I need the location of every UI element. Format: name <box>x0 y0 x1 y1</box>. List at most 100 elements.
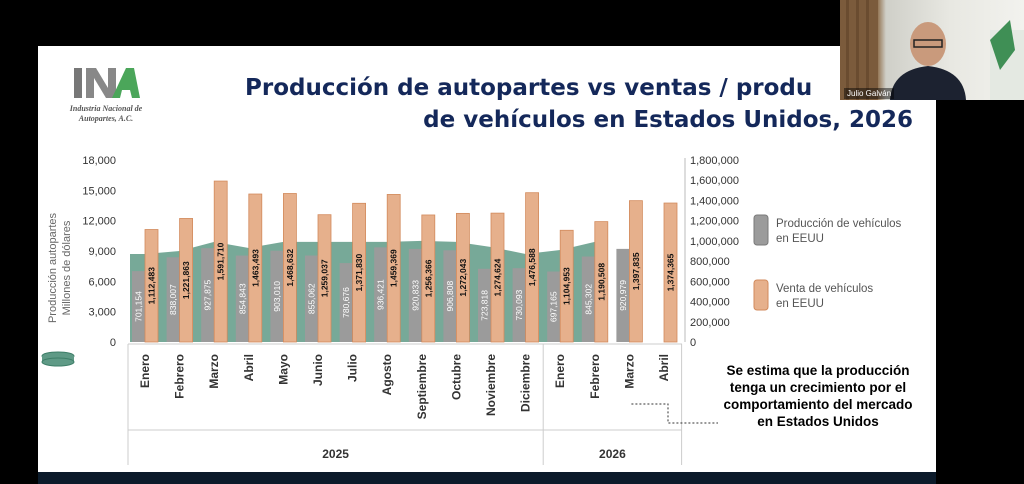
bar-ventas <box>144 229 159 343</box>
bar-produccion <box>512 268 526 342</box>
bar-produccion <box>581 256 595 342</box>
data-label-ventas: 1,104,953 <box>562 267 572 305</box>
right-axis-tick-label: 1,600,000 <box>690 175 739 187</box>
bar-ventas <box>179 218 194 343</box>
group-label: 2026 <box>599 447 626 461</box>
data-label-produccion: 920,979 <box>618 280 628 311</box>
data-label-ventas: 1,259,037 <box>320 259 330 297</box>
bar-produccion <box>478 268 491 342</box>
right-axis-tick-label: 800,000 <box>690 256 730 268</box>
ina-logo <box>74 68 140 98</box>
data-label-ventas: 1,256,366 <box>423 259 433 297</box>
data-label-ventas: 1,476,588 <box>527 248 537 286</box>
title-line-2: de vehículos en Estados Unidos, 2026 <box>423 107 913 133</box>
bar-produccion <box>339 263 353 342</box>
bar-produccion <box>132 271 145 342</box>
right-axis-tick-label: 1,000,000 <box>690 236 739 248</box>
data-label-produccion: 838,007 <box>168 284 178 315</box>
legend-swatch <box>753 279 769 311</box>
group-label: 2025 <box>322 447 349 461</box>
right-axis-tick-label: 1,200,000 <box>690 216 739 228</box>
bar-ventas <box>213 180 228 343</box>
participant-name: Julio Galván <box>844 88 895 99</box>
data-label-ventas: 1,190,508 <box>596 263 606 301</box>
bar-ventas <box>559 229 574 343</box>
category-label: Junio <box>311 354 325 386</box>
category-label: Febrero <box>173 354 187 399</box>
data-label-ventas: 1,468,632 <box>285 249 295 287</box>
data-label-ventas: 1,112,483 <box>147 267 157 305</box>
data-label-ventas: 1,591,710 <box>216 242 226 280</box>
category-label: Mayo <box>276 354 290 385</box>
data-label-produccion: 723,818 <box>480 290 490 321</box>
legend-label-line2: en EEUU <box>776 233 824 245</box>
legend-label-line1: Venta de vehículos <box>776 283 873 295</box>
data-label-produccion: 906,808 <box>445 281 455 312</box>
category-label: Diciembre <box>519 354 533 412</box>
category-label: Julio <box>346 354 360 382</box>
category-label: Agosto <box>380 354 394 395</box>
category-label: Enero <box>553 354 567 388</box>
category-label: Octubre <box>449 354 463 400</box>
left-axis-tick-label: 15,000 <box>82 185 116 197</box>
left-axis-tick-label: 0 <box>110 337 116 349</box>
data-label-produccion: 927,875 <box>203 279 213 310</box>
bar-ventas <box>594 221 609 343</box>
legend-label-line1: Producción de vehículos <box>776 218 902 230</box>
bar-ventas <box>282 193 297 343</box>
category-label: Abril <box>657 354 671 381</box>
data-label-ventas: 1,459,369 <box>389 249 399 287</box>
category-label: Enero <box>138 354 152 388</box>
data-label-ventas: 1,374,365 <box>666 253 676 291</box>
left-axis-tick-label: 9,000 <box>88 246 116 258</box>
data-label-ventas: 1,272,043 <box>458 259 468 297</box>
data-label-produccion: 936,421 <box>376 279 386 310</box>
data-label-ventas: 1,371,830 <box>354 253 364 291</box>
right-axis-tick-label: 1,800,000 <box>690 155 739 167</box>
left-axis-tick-label: 6,000 <box>88 276 116 288</box>
forecast-note: Se estima que la producción tenga un cre… <box>723 363 913 429</box>
category-label: Septiembre <box>415 354 429 420</box>
legend-label-line2: en EEUU <box>776 298 824 310</box>
video-thumbnail[interactable] <box>840 0 1024 100</box>
slide-bottom-bar <box>38 472 936 484</box>
data-label-ventas: 1,274,624 <box>493 258 503 296</box>
data-label-ventas: 1,397,835 <box>631 252 641 290</box>
right-axis-tick-label: 1,400,000 <box>690 195 739 207</box>
left-axis-label-line1: Producción autopartes <box>47 212 59 323</box>
bar-ventas <box>629 200 643 343</box>
right-axis-tick-label: 0 <box>690 337 696 349</box>
bar-produccion <box>201 248 215 342</box>
category-label: Marzo <box>207 354 221 389</box>
bar-produccion <box>374 247 388 342</box>
logo-text: Industria Nacional de Autopartes, A.C. <box>69 104 143 123</box>
category-label: Abril <box>242 354 256 381</box>
data-label-produccion: 730,093 <box>514 289 524 320</box>
category-label: Marzo <box>622 354 636 389</box>
bar-ventas <box>248 193 263 343</box>
right-axis-tick-label: 400,000 <box>690 297 730 309</box>
category-label: Noviembre <box>484 354 498 416</box>
data-label-ventas: 1,463,493 <box>250 249 260 287</box>
bar-produccion <box>235 255 249 342</box>
bar-ventas <box>317 214 332 343</box>
bar-produccion <box>270 250 284 342</box>
data-label-produccion: 854,843 <box>237 283 247 314</box>
data-label-produccion: 780,676 <box>341 287 351 318</box>
data-label-ventas: 1,221,863 <box>181 261 191 299</box>
category-label: Febrero <box>588 354 602 399</box>
data-label-produccion: 701,154 <box>134 291 144 322</box>
left-axis-tick-label: 18,000 <box>82 155 116 167</box>
bar-ventas <box>352 202 367 343</box>
note-arrow <box>631 403 718 424</box>
bar-produccion <box>408 248 422 342</box>
data-label-produccion: 920,833 <box>410 280 420 311</box>
area-legend-glyph-base <box>41 357 75 367</box>
bar-ventas <box>455 212 470 343</box>
left-axis-tick-label: 3,000 <box>88 307 116 319</box>
data-label-produccion: 903,010 <box>272 281 282 312</box>
right-axis-tick-label: 200,000 <box>690 317 730 329</box>
title-line-1: Producción de autopartes vs ventas / pro… <box>245 75 813 101</box>
left-axis-tick-label: 12,000 <box>82 216 116 228</box>
data-label-produccion: 845,302 <box>583 284 593 315</box>
